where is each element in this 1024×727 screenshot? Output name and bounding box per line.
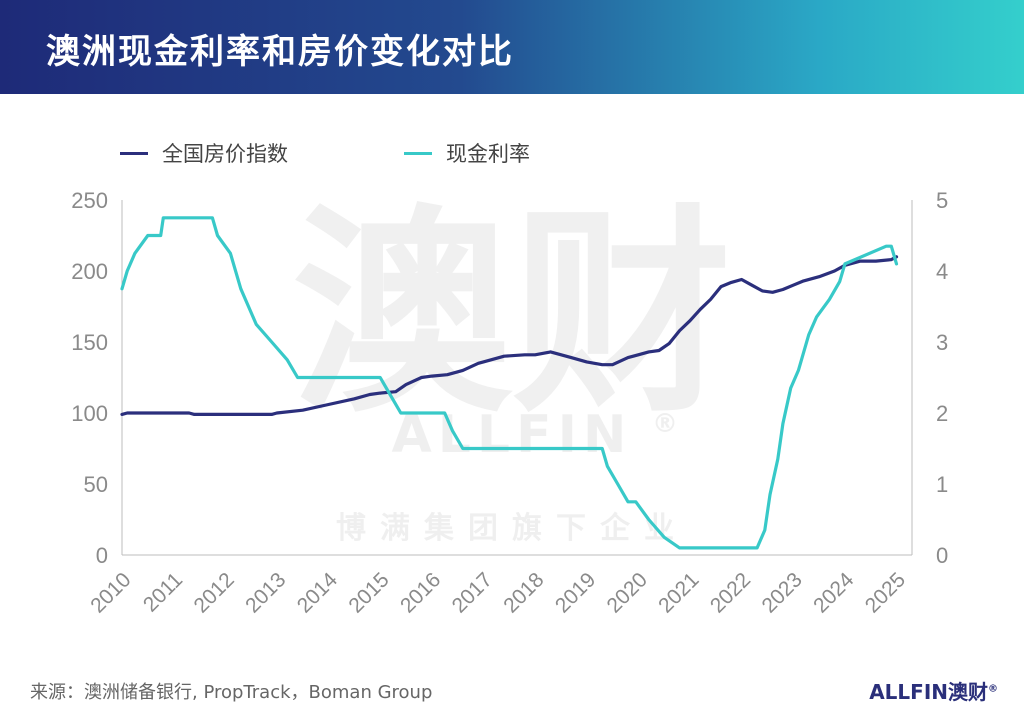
y-left-tick-label: 200	[71, 259, 108, 284]
x-tick-label: 2025	[861, 568, 910, 617]
series-line-house-price	[120, 255, 899, 416]
series-line-cash-rate	[120, 216, 899, 550]
x-tick-label: 2020	[603, 568, 652, 617]
x-tick-label: 2023	[757, 568, 806, 617]
x-tick-label: 2021	[654, 568, 703, 617]
y-right-tick-label: 1	[936, 472, 948, 497]
y-right-tick-label: 4	[936, 259, 948, 284]
y-left-tick-label: 50	[84, 472, 108, 497]
x-tick-label: 2016	[396, 568, 445, 617]
chart-series	[120, 216, 899, 550]
header-banner: 澳洲现金利率和房价变化对比	[0, 0, 1024, 94]
watermark-group-text: 博满集团旗下企业	[336, 511, 688, 546]
x-tick-label: 2015	[344, 568, 393, 617]
y-left-tick-label: 100	[71, 401, 108, 426]
x-tick-label: 2019	[551, 568, 600, 617]
watermark-registered-mark: ®	[652, 409, 684, 439]
legend-item-house-price: 全国房价指数	[120, 138, 288, 168]
watermark-logo-text: 澳财	[292, 186, 732, 442]
watermark-brand-text: ALLFIN	[392, 405, 633, 465]
y-left-tick-label: 150	[71, 330, 108, 355]
brand-registered-mark: ®	[988, 683, 998, 695]
brand-logo: ALLFIN澳财®	[869, 676, 998, 705]
x-tick-label: 2010	[86, 568, 135, 617]
legend-item-cash-rate: 现金利率	[404, 138, 530, 168]
line-chart: 澳财 ALLFIN ® 博满集团旗下企业 0 50 100 150 200 250 0 1 2 3…	[71, 186, 948, 618]
chart-legend: 全国房价指数 现金利率	[0, 138, 1024, 168]
y-right-tick-label: 5	[936, 188, 948, 213]
x-tick-label: 2024	[809, 568, 859, 618]
page-title: 澳洲现金利率和房价变化对比	[46, 32, 514, 72]
y-left-tick-label: 250	[71, 188, 108, 213]
x-tick-label: 2013	[241, 568, 290, 617]
source-note: 来源：澳洲储备银行, PropTrack，Boman Group	[30, 682, 433, 703]
x-tick-label: 2011	[139, 568, 187, 616]
x-tick-label: 2022	[706, 568, 755, 617]
x-tick-label: 2018	[499, 568, 548, 617]
x-tick-label: 2012	[190, 568, 239, 617]
y-right-tick-label: 0	[936, 543, 948, 568]
watermark: 澳财 ALLFIN ® 博满集团旗下企业	[292, 186, 732, 546]
legend-swatch-house-price	[120, 151, 148, 155]
y-right-tick-label: 2	[936, 401, 948, 426]
x-tick-label: 2017	[448, 568, 497, 617]
brand-logo-text: ALLFIN澳财	[869, 680, 988, 704]
legend-label-house-price: 全国房价指数	[162, 142, 288, 166]
legend-swatch-cash-rate	[404, 151, 432, 155]
y-right-tick-label: 3	[936, 330, 948, 355]
x-tick-label: 2014	[293, 568, 343, 618]
y-left-tick-label: 0	[96, 543, 108, 568]
legend-label-cash-rate: 现金利率	[446, 142, 530, 166]
